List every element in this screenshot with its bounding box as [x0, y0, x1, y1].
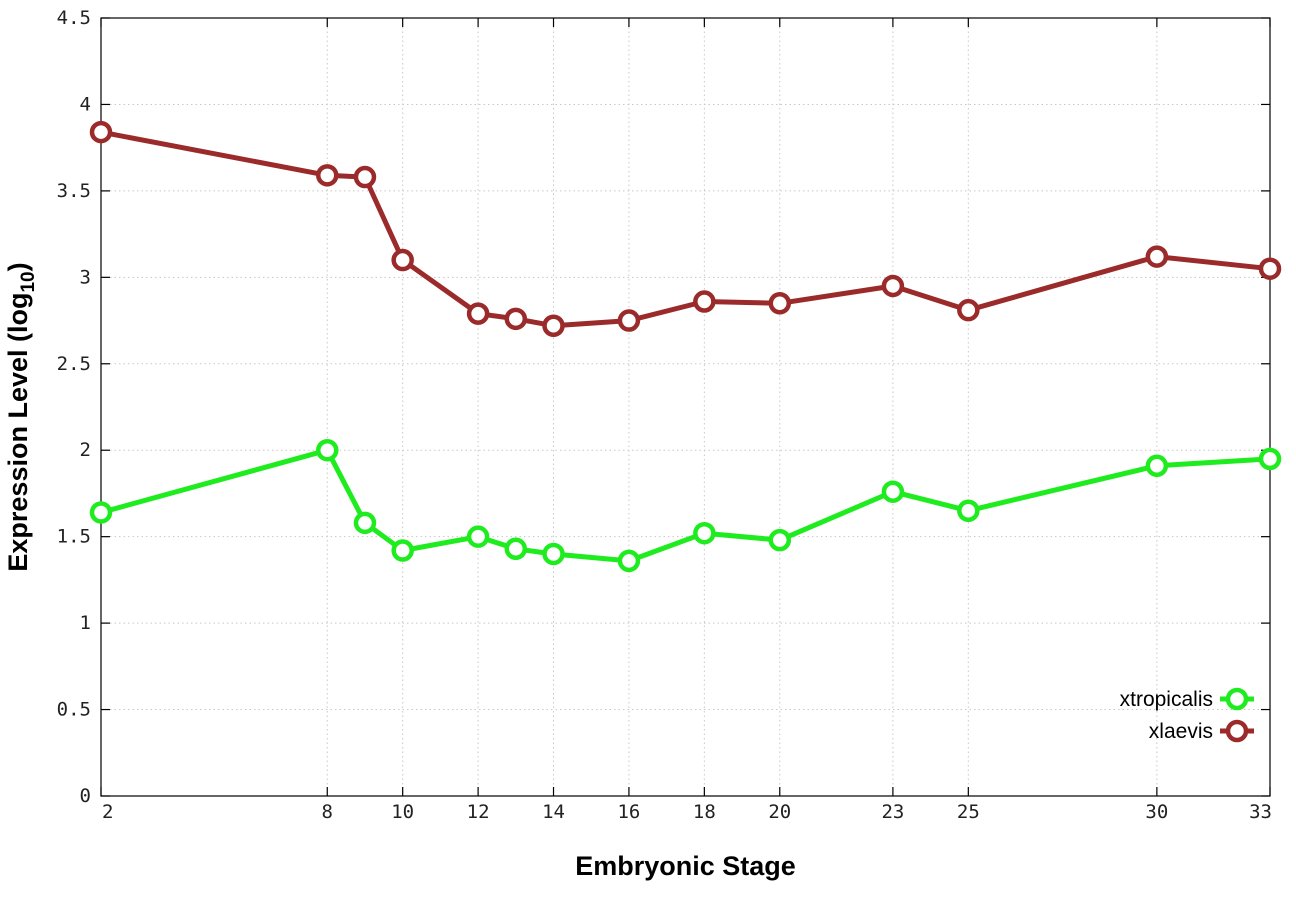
legend: xtropicalis xlaevis [1120, 687, 1254, 743]
x-tick-label: 25 [957, 801, 980, 823]
legend-label: xlaevis [1149, 720, 1213, 743]
x-tick-label: 14 [542, 801, 565, 823]
x-tick-label: 20 [768, 801, 791, 823]
y-tick-label: 2.5 [57, 353, 91, 375]
y-tick-label: 3 [80, 266, 91, 288]
x-tick-label: 8 [322, 801, 333, 823]
data-point [1258, 447, 1282, 471]
x-tick-label: 16 [617, 801, 640, 823]
legend-swatch-marker [1225, 719, 1249, 743]
series-xlaevis [89, 120, 1282, 337]
data-point [881, 274, 905, 298]
data-point [957, 499, 980, 522]
legend-item-xtropicalis: xtropicalis [1120, 687, 1254, 711]
y-axis-title-subscript: 10 [18, 271, 39, 292]
data-point [89, 120, 113, 144]
y-tick-label: 1.5 [57, 526, 91, 548]
data-point [542, 314, 565, 337]
y-tick-label: 4.5 [57, 7, 91, 29]
data-point [768, 292, 792, 315]
y-tick-label: 2 [80, 439, 91, 461]
data-point [89, 501, 113, 524]
data-point [693, 290, 716, 313]
data-point [353, 165, 377, 189]
x-tick-label: 33 [1249, 801, 1272, 823]
data-point [316, 164, 339, 187]
y-axis-title-main: Expression Level (log [3, 293, 33, 572]
legend-item-xlaevis: xlaevis [1149, 719, 1254, 743]
x-tick-label: 23 [881, 801, 904, 823]
data-point [617, 549, 641, 573]
data-point [504, 307, 528, 331]
y-tick-label: 0 [80, 785, 91, 807]
series-line [100, 129, 1271, 329]
data-point [316, 438, 339, 462]
data-point [504, 537, 528, 561]
plot-frame [100, 17, 1271, 797]
x-tick-label: 12 [467, 801, 490, 823]
x-tick-label: 2 [102, 801, 113, 823]
data-point [466, 302, 490, 325]
data-point [768, 528, 792, 552]
data-point [957, 298, 980, 322]
data-point [542, 542, 565, 566]
y-tick-label: 4 [80, 93, 91, 115]
x-tick-label: 30 [1145, 801, 1168, 823]
axis-ticks: 0 0.5 1 1.5 2 2.5 3 3.5 4 4.5 2 8 10 12 14 16 18 20 23 25 30… [57, 7, 1272, 823]
data-point [353, 511, 377, 535]
y-tick-label: 0.5 [57, 699, 91, 721]
y-tick-label: 1 [80, 612, 91, 634]
legend-label: xtropicalis [1120, 688, 1213, 711]
data-point [391, 248, 414, 272]
x-axis-title: Embryonic Stage [575, 851, 796, 881]
y-axis-title-close: ) [3, 262, 33, 271]
y-axis-title: Expression Level (log10) [3, 262, 39, 571]
series-line [100, 447, 1271, 564]
data-point [391, 539, 414, 562]
y-tick-label: 3.5 [57, 180, 91, 202]
x-tick-label: 10 [391, 801, 414, 823]
data-point [1145, 454, 1169, 478]
legend-swatch-marker [1225, 687, 1249, 711]
data-point [617, 309, 641, 332]
x-tick-label: 18 [693, 801, 716, 823]
data-series [89, 120, 1282, 573]
data-point [1145, 245, 1169, 268]
data-point [693, 521, 716, 545]
data-point [881, 480, 905, 503]
series-xtropicalis [89, 438, 1282, 573]
data-point [1258, 257, 1282, 280]
grid-lines [101, 18, 1270, 796]
data-point [466, 525, 490, 548]
